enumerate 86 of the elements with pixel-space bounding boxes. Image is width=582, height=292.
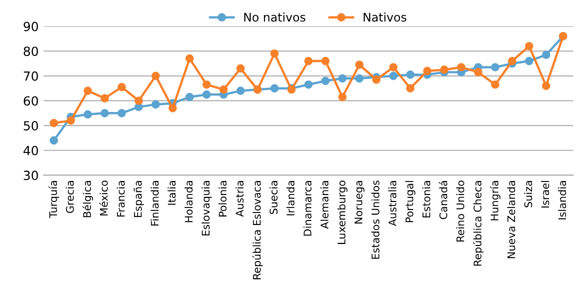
x-tick-label: Luxemburgo xyxy=(337,180,348,244)
y-tick-label: 90 xyxy=(24,22,38,32)
point xyxy=(304,56,313,66)
point xyxy=(118,108,126,118)
point xyxy=(84,86,92,95)
point xyxy=(406,70,414,79)
x-tick-label: Reino Unido xyxy=(456,180,464,242)
y-tick-label: 30 xyxy=(24,170,38,180)
x-tick-label: República Eslovaca xyxy=(252,181,263,280)
point xyxy=(202,80,211,89)
point xyxy=(100,108,109,118)
point xyxy=(372,75,381,84)
point xyxy=(355,74,364,83)
point xyxy=(542,50,550,59)
x-tick-label: Islandia xyxy=(558,181,566,220)
point xyxy=(219,85,228,94)
point xyxy=(321,76,330,86)
point xyxy=(355,60,364,69)
point xyxy=(270,84,279,92)
point xyxy=(152,100,160,109)
x-tick-label: Eslovaquia xyxy=(202,181,212,236)
point xyxy=(236,64,245,73)
point xyxy=(84,110,92,119)
y-tick-label: 70 xyxy=(24,71,38,81)
y-tick-label: 60 xyxy=(24,96,38,106)
x-tick-label: Bélgica xyxy=(82,181,94,218)
point xyxy=(168,104,177,112)
point xyxy=(491,80,500,89)
x-tick-label: Nueva Zelanda xyxy=(507,181,516,258)
x-tick-label: Portugal xyxy=(405,181,416,222)
point xyxy=(50,118,58,128)
x-tick-label: Holanda xyxy=(184,181,193,222)
x-tick-label: Hungría xyxy=(490,181,500,220)
point xyxy=(321,56,330,66)
legend-label: Nativos xyxy=(364,12,406,22)
point xyxy=(524,56,534,66)
y-tick-label: 80 xyxy=(24,46,38,56)
legend-label: No nativos xyxy=(244,12,306,22)
x-tick-label: Australia xyxy=(388,181,396,226)
y-tick-label: 50 xyxy=(24,121,38,130)
point xyxy=(236,86,245,95)
point xyxy=(389,72,398,80)
point xyxy=(338,74,347,83)
point xyxy=(185,54,194,63)
point xyxy=(542,82,550,90)
x-tick-label: Suecia xyxy=(269,181,278,214)
point xyxy=(457,63,466,72)
point xyxy=(508,56,516,66)
point xyxy=(474,68,482,76)
x-tick-label: Estonia xyxy=(422,181,430,218)
x-tick-label: Polonia xyxy=(218,181,227,216)
point xyxy=(66,116,75,125)
point xyxy=(440,66,448,74)
point xyxy=(270,49,279,58)
x-tick-label: Estados Unidos xyxy=(371,180,380,259)
point xyxy=(338,92,347,102)
point xyxy=(100,94,109,102)
y-tick-label: 40 xyxy=(23,146,38,156)
x-tick-label: Austria xyxy=(236,181,244,217)
point xyxy=(50,136,58,145)
point xyxy=(152,72,160,80)
point xyxy=(118,82,126,92)
x-tick-label: Noruega xyxy=(354,181,364,224)
x-tick-label: Canadá xyxy=(438,181,448,220)
point xyxy=(491,63,500,72)
x-tick-label: Turquía xyxy=(48,181,60,218)
x-tick-label: España xyxy=(134,181,144,218)
x-tick-label: Israel xyxy=(541,181,550,208)
x-tick-label: Grecia xyxy=(66,181,74,214)
x-tick-label: Suiza xyxy=(524,181,532,208)
x-tick-label: México xyxy=(99,180,108,216)
point xyxy=(524,42,534,50)
point xyxy=(389,63,398,72)
x-tick-label: Francia xyxy=(116,181,125,217)
point xyxy=(202,90,211,99)
point xyxy=(423,66,432,76)
point xyxy=(304,80,313,89)
point xyxy=(134,96,143,105)
x-tick-label: Alemania xyxy=(320,181,328,229)
point xyxy=(185,92,194,102)
x-tick-label: Italia xyxy=(168,181,176,205)
x-tick-label: Irlanda xyxy=(286,181,295,216)
x-tick-label: Finlandia xyxy=(150,181,159,226)
point xyxy=(406,84,414,92)
x-tick-label: República Checa xyxy=(472,181,484,266)
x-tick-label: Dinamarca xyxy=(303,181,312,236)
